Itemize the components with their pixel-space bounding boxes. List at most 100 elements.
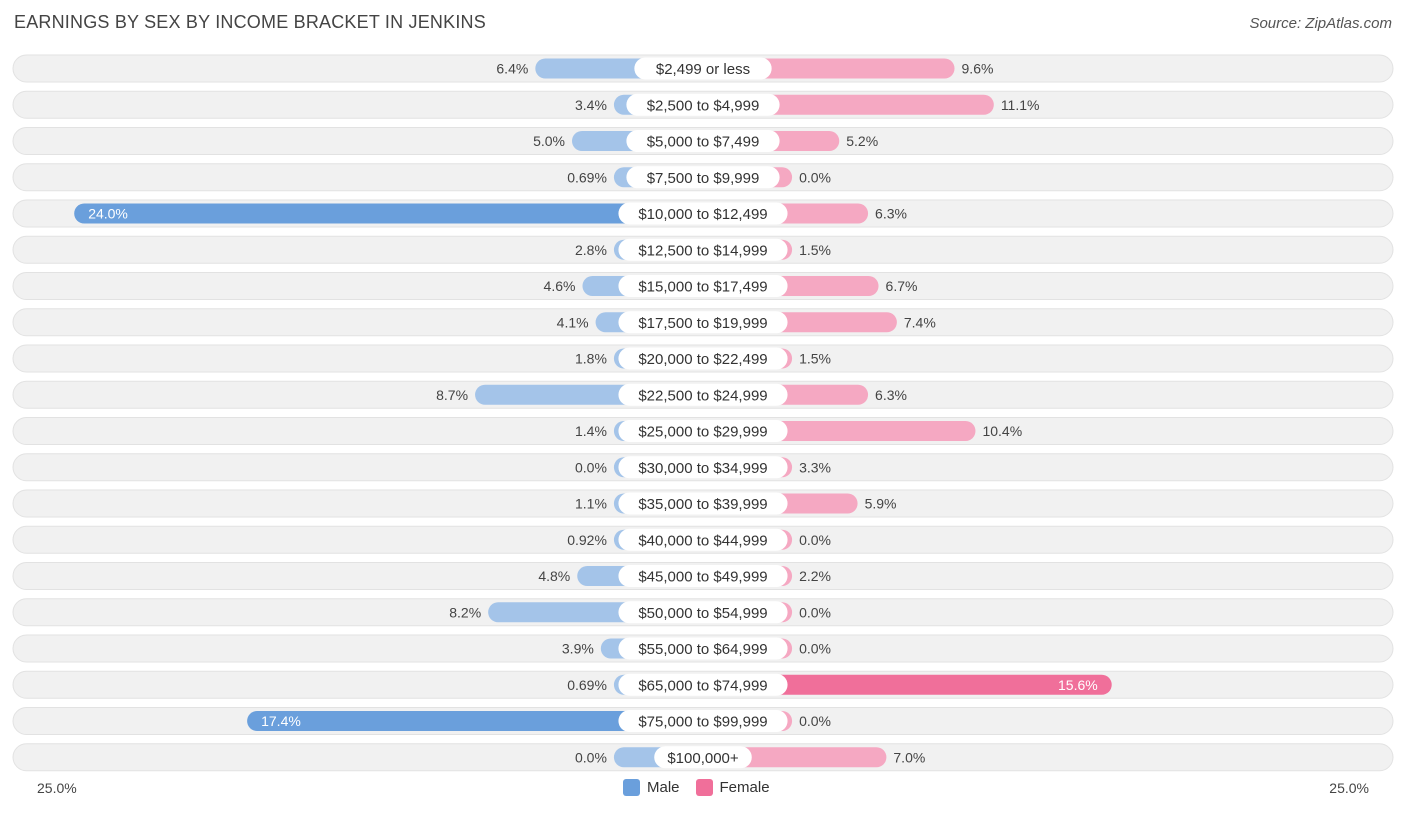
bar-row: 0.0% 3.3% $30,000 to $34,999 bbox=[12, 453, 1394, 482]
category-label: $35,000 to $39,999 bbox=[638, 496, 767, 513]
legend: Male Female bbox=[623, 779, 786, 796]
category-pill bbox=[618, 311, 788, 334]
category-label: $55,000 to $64,999 bbox=[638, 641, 767, 658]
value-label-male: 1.1% bbox=[575, 496, 607, 512]
value-label-female: 6.3% bbox=[875, 206, 907, 222]
value-label-female: 7.0% bbox=[893, 749, 925, 765]
value-label-female: 11.1% bbox=[1001, 97, 1040, 113]
value-label-male: 24.0% bbox=[88, 206, 128, 222]
value-label-female: 10.4% bbox=[982, 423, 1022, 439]
category-pill bbox=[618, 637, 788, 660]
bar-male bbox=[247, 711, 703, 731]
category-pill bbox=[618, 528, 788, 551]
bar-row: 0.69% 15.6% $65,000 to $74,999 bbox=[12, 670, 1394, 699]
category-label: $100,000+ bbox=[667, 750, 739, 767]
category-label: $22,500 to $24,999 bbox=[638, 387, 767, 404]
value-label-male: 4.8% bbox=[538, 568, 570, 584]
category-label: $15,000 to $17,499 bbox=[638, 279, 767, 296]
category-label: $17,500 to $19,999 bbox=[638, 315, 767, 332]
value-label-male: 0.69% bbox=[567, 169, 607, 185]
category-pill bbox=[626, 130, 780, 152]
category-label: $25,000 to $29,999 bbox=[638, 424, 767, 441]
category-pill bbox=[618, 710, 788, 732]
bar-row: 2.8% 1.5% $12,500 to $14,999 bbox=[12, 235, 1394, 264]
bar-row: 5.0% 5.2% $5,000 to $7,499 bbox=[12, 127, 1394, 155]
category-pill bbox=[618, 456, 788, 479]
category-pill bbox=[634, 57, 772, 80]
value-label-female: 1.5% bbox=[799, 242, 831, 258]
bar-male bbox=[74, 203, 703, 224]
value-label-female: 6.7% bbox=[886, 278, 918, 294]
bar-row: 1.4% 10.4% $25,000 to $29,999 bbox=[12, 417, 1394, 445]
value-label-male: 4.6% bbox=[544, 278, 576, 294]
bar-row: 8.7% 6.3% $22,500 to $24,999 bbox=[12, 380, 1394, 409]
value-label-male: 5.0% bbox=[533, 133, 565, 149]
bar-row: 6.4% 9.6% $2,499 or less bbox=[12, 54, 1394, 83]
value-label-male: 0.0% bbox=[575, 749, 607, 765]
value-label-male: 8.2% bbox=[449, 604, 481, 620]
value-label-female: 3.3% bbox=[799, 459, 831, 475]
value-label-female: 7.4% bbox=[904, 314, 936, 330]
legend-item-male[interactable]: Male bbox=[623, 779, 680, 796]
source-label: Source: ZipAtlas.com bbox=[1249, 15, 1392, 32]
bar-female bbox=[703, 674, 1112, 695]
bar-row: 4.8% 2.2% $45,000 to $49,999 bbox=[12, 562, 1394, 590]
category-pill bbox=[618, 565, 788, 587]
bar-row: 8.2% 0.0% $50,000 to $54,999 bbox=[12, 598, 1394, 627]
category-pill bbox=[618, 673, 788, 696]
value-label-male: 2.8% bbox=[575, 242, 607, 258]
value-label-male: 17.4% bbox=[261, 713, 301, 729]
category-pill bbox=[618, 601, 788, 624]
bar-row: 3.4% 11.1% $2,500 to $4,999 bbox=[12, 90, 1394, 119]
category-pill bbox=[618, 383, 788, 406]
value-label-female: 0.0% bbox=[799, 169, 831, 185]
category-label: $20,000 to $22,499 bbox=[638, 351, 767, 368]
value-label-male: 3.4% bbox=[575, 97, 607, 113]
bar-row: 4.6% 6.7% $15,000 to $17,499 bbox=[12, 272, 1394, 300]
value-label-male: 8.7% bbox=[436, 387, 468, 403]
value-label-male: 0.69% bbox=[567, 677, 607, 693]
category-label: $2,500 to $4,999 bbox=[647, 97, 760, 114]
value-label-male: 4.1% bbox=[557, 314, 589, 330]
value-label-female: 0.0% bbox=[799, 604, 831, 620]
category-label: $50,000 to $54,999 bbox=[638, 605, 767, 622]
category-pill bbox=[618, 347, 788, 370]
chart-title: EARNINGS BY SEX BY INCOME BRACKET IN JEN… bbox=[14, 12, 486, 32]
legend-label-female: Female bbox=[719, 779, 770, 796]
category-label: $2,499 or less bbox=[656, 61, 750, 78]
bar-row: 0.69% 0.0% $7,500 to $9,999 bbox=[12, 163, 1394, 192]
value-label-male: 3.9% bbox=[562, 641, 594, 657]
bar-row: 3.9% 0.0% $55,000 to $64,999 bbox=[12, 634, 1394, 663]
value-label-female: 9.6% bbox=[962, 61, 994, 77]
value-label-female: 0.0% bbox=[799, 532, 831, 548]
category-label: $75,000 to $99,999 bbox=[638, 714, 767, 731]
value-label-female: 5.2% bbox=[846, 133, 878, 149]
value-label-female: 0.0% bbox=[799, 713, 831, 729]
category-label: $10,000 to $12,499 bbox=[638, 206, 767, 223]
category-pill bbox=[618, 492, 788, 515]
legend-item-female[interactable]: Female bbox=[695, 779, 770, 796]
bar-row: 0.0% 7.0% $100,000+ bbox=[12, 743, 1394, 772]
value-label-female: 1.5% bbox=[799, 351, 831, 367]
value-label-male: 0.92% bbox=[567, 532, 607, 548]
bar-row: 17.4% 0.0% $75,000 to $99,999 bbox=[12, 707, 1394, 735]
bar-row: 1.1% 5.9% $35,000 to $39,999 bbox=[12, 489, 1394, 518]
category-pill bbox=[618, 275, 788, 297]
bar-row: 0.92% 0.0% $40,000 to $44,999 bbox=[12, 525, 1394, 554]
value-label-male: 6.4% bbox=[496, 61, 528, 77]
legend-label-male: Male bbox=[647, 779, 680, 796]
bar-row: 24.0% 6.3% $10,000 to $12,499 bbox=[12, 199, 1394, 228]
category-pill bbox=[654, 746, 752, 769]
category-pill bbox=[618, 202, 788, 225]
category-label: $65,000 to $74,999 bbox=[638, 677, 767, 694]
value-label-male: 0.0% bbox=[575, 459, 607, 475]
category-pill bbox=[618, 420, 788, 442]
category-pill bbox=[626, 166, 780, 189]
category-label: $5,000 to $7,499 bbox=[647, 134, 760, 151]
category-pill bbox=[626, 93, 780, 116]
value-label-female: 2.2% bbox=[799, 568, 831, 584]
category-label: $12,500 to $14,999 bbox=[638, 242, 767, 259]
bar-row: 1.8% 1.5% $20,000 to $22,499 bbox=[12, 344, 1394, 373]
axis-left-label: 25.0% bbox=[37, 780, 77, 796]
